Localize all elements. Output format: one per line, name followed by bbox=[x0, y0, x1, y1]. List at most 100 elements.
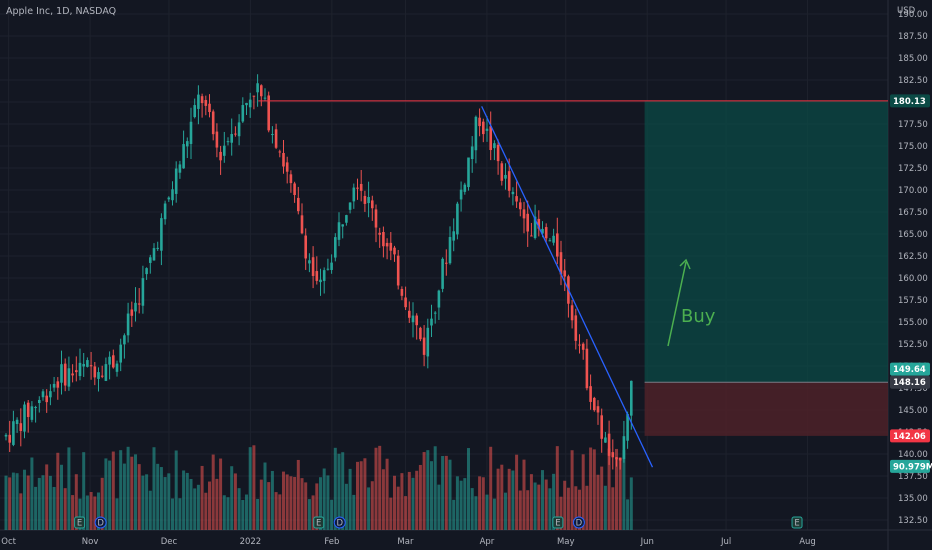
candle-body bbox=[75, 370, 78, 373]
price-tag-label: 142.06 bbox=[893, 432, 926, 442]
candle-body bbox=[89, 365, 93, 367]
dividend-marker: D bbox=[333, 516, 346, 529]
candle-body bbox=[470, 146, 474, 160]
candle-body bbox=[448, 237, 452, 264]
earnings-badge bbox=[74, 516, 86, 529]
candle-body bbox=[334, 237, 337, 258]
candle-body bbox=[337, 222, 341, 240]
candle-body bbox=[49, 391, 52, 398]
volume-bar bbox=[304, 482, 308, 530]
price-tag-box bbox=[890, 94, 930, 108]
candle-body bbox=[274, 129, 278, 148]
time-axis[interactable]: Oct Nov Dec 2022 Feb Mar Apr May Jun Jul Aug bbox=[1, 537, 816, 547]
candle-body bbox=[241, 105, 245, 122]
candle-body bbox=[160, 218, 163, 251]
volume-bar bbox=[256, 498, 260, 530]
candle-body bbox=[441, 258, 444, 289]
volume-bar bbox=[552, 473, 556, 530]
candle-body bbox=[78, 362, 82, 377]
candle-body bbox=[581, 343, 585, 350]
candle-body bbox=[174, 168, 178, 194]
candle-body bbox=[245, 102, 248, 106]
volume-bar bbox=[82, 452, 86, 530]
candle-body bbox=[341, 224, 344, 227]
dividend-marker: D bbox=[94, 516, 107, 529]
volume-bar bbox=[219, 458, 223, 530]
price-tag-label: 180.13 bbox=[893, 97, 926, 107]
volume-bar bbox=[393, 475, 396, 530]
candle-body bbox=[134, 302, 137, 312]
candle-body bbox=[252, 95, 256, 97]
earnings-marker: E bbox=[791, 516, 803, 529]
candle-body bbox=[445, 262, 448, 264]
volume-bar bbox=[45, 464, 49, 530]
volume-bar bbox=[504, 492, 507, 530]
candle-body bbox=[223, 145, 226, 156]
candle-body bbox=[186, 141, 189, 147]
candle-body bbox=[93, 366, 97, 378]
volume-bar bbox=[489, 446, 493, 530]
volume-bar bbox=[259, 479, 263, 530]
candle-body bbox=[415, 315, 418, 326]
buy-arrow-head bbox=[679, 258, 691, 270]
candle-body bbox=[408, 310, 411, 318]
candle-body bbox=[60, 364, 63, 383]
volume-bar bbox=[507, 468, 511, 530]
volume-bar bbox=[596, 474, 600, 530]
candle-body bbox=[404, 297, 407, 308]
candle-body bbox=[374, 209, 378, 228]
candle-body bbox=[52, 383, 56, 388]
volume-bar bbox=[578, 489, 581, 530]
volume-bar bbox=[293, 476, 297, 530]
candle-body bbox=[385, 242, 389, 247]
volume-bar bbox=[26, 475, 30, 530]
volume-bar bbox=[548, 488, 552, 530]
candle-body bbox=[544, 227, 548, 239]
candle-body bbox=[208, 103, 211, 113]
volume-bar bbox=[526, 490, 530, 530]
volume-bar bbox=[222, 495, 226, 530]
volume-bar bbox=[278, 494, 282, 530]
candle-body bbox=[626, 413, 629, 441]
volume-bar bbox=[437, 484, 441, 530]
volume-bar bbox=[48, 475, 52, 530]
candle-body bbox=[300, 215, 304, 234]
candle-body bbox=[371, 200, 374, 209]
candle-body bbox=[248, 99, 252, 108]
dividend-badge bbox=[94, 516, 107, 529]
x-tick-label: Mar bbox=[397, 537, 414, 547]
price-axis[interactable]: 190.00187.50185.00182.50180.00177.50175.… bbox=[898, 10, 928, 526]
volume-bar bbox=[496, 468, 500, 530]
candle-body bbox=[489, 126, 492, 151]
candle-body bbox=[178, 164, 182, 173]
volume-bar bbox=[485, 494, 489, 530]
chart-title: Apple Inc, 1D, NASDAQ bbox=[6, 6, 116, 17]
volume-bar bbox=[23, 469, 26, 530]
volume-bar bbox=[374, 447, 378, 530]
y-tick-label: 170.00 bbox=[898, 186, 928, 196]
marker-letter: D bbox=[336, 519, 343, 529]
volume-bar bbox=[285, 474, 289, 530]
volume-bar bbox=[563, 480, 567, 530]
candle-body bbox=[482, 121, 485, 135]
candle-body bbox=[260, 85, 263, 97]
candle-body bbox=[585, 348, 589, 389]
candle-body bbox=[593, 397, 596, 411]
candle-body bbox=[548, 240, 552, 242]
volume-bar bbox=[134, 454, 137, 530]
candle-body bbox=[507, 171, 511, 191]
volume-bar bbox=[463, 478, 467, 530]
volume-bar bbox=[337, 453, 341, 530]
candle-body bbox=[304, 235, 307, 259]
candle-body bbox=[38, 399, 41, 403]
buy-label: Buy bbox=[681, 306, 716, 327]
candle-body bbox=[119, 344, 122, 363]
candle-body bbox=[126, 313, 130, 336]
volume-bar bbox=[389, 497, 393, 530]
volume-bar bbox=[629, 477, 633, 530]
price-tag-box bbox=[890, 362, 930, 376]
candle-body bbox=[400, 288, 404, 296]
volume-bar bbox=[385, 458, 389, 530]
candle-body bbox=[456, 203, 459, 235]
